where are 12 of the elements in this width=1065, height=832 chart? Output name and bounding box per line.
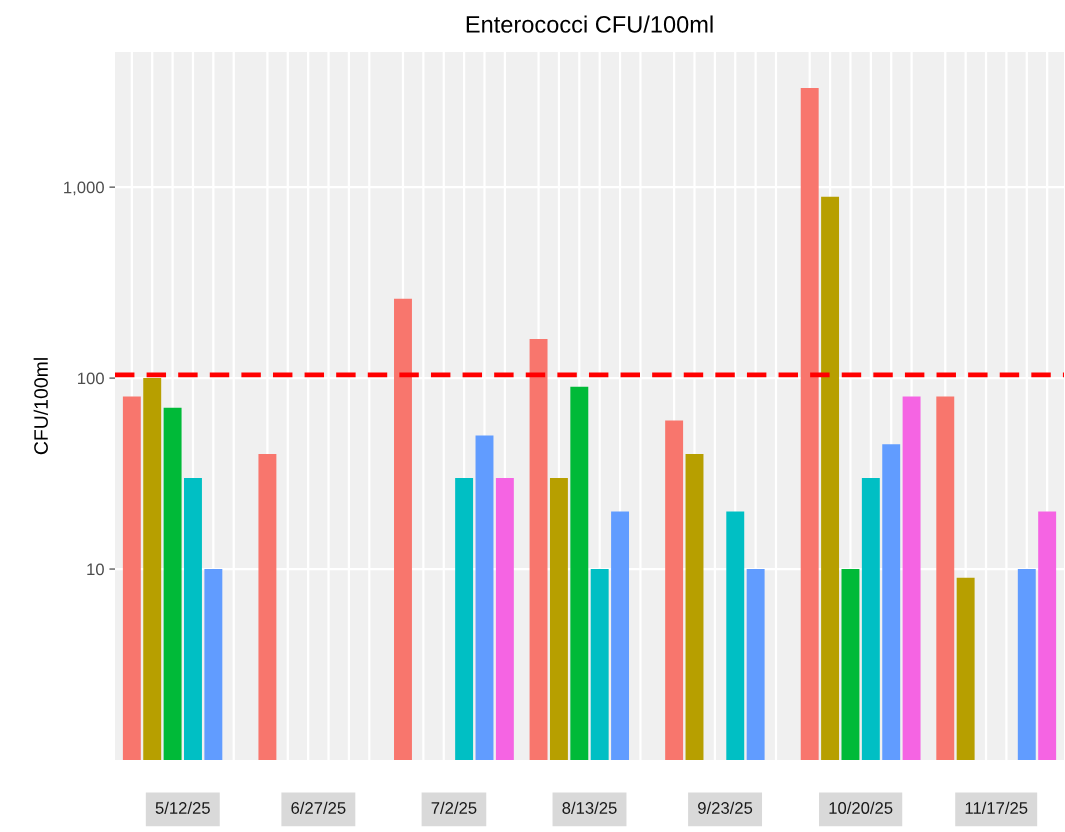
y-tick-label: 10 [87, 563, 104, 576]
y-tick-label: 1,000 [64, 181, 104, 196]
x-tick-label: 7/2/25 [431, 801, 477, 814]
x-tick-label: 6/27/25 [291, 801, 346, 814]
x-tick-label: 11/17/25 [965, 801, 1028, 814]
x-tick-label: 8/13/25 [562, 801, 617, 814]
x-tick-label: 10/20/25 [829, 801, 893, 814]
chart-title: Enterococci CFU/100ml [466, 15, 713, 33]
x-tick-label: 5/12/25 [155, 801, 210, 814]
y-tick-label: 100 [78, 372, 104, 385]
y-axis-title: CFU/100ml [33, 358, 48, 455]
x-tick-label: 9/23/25 [698, 801, 753, 814]
